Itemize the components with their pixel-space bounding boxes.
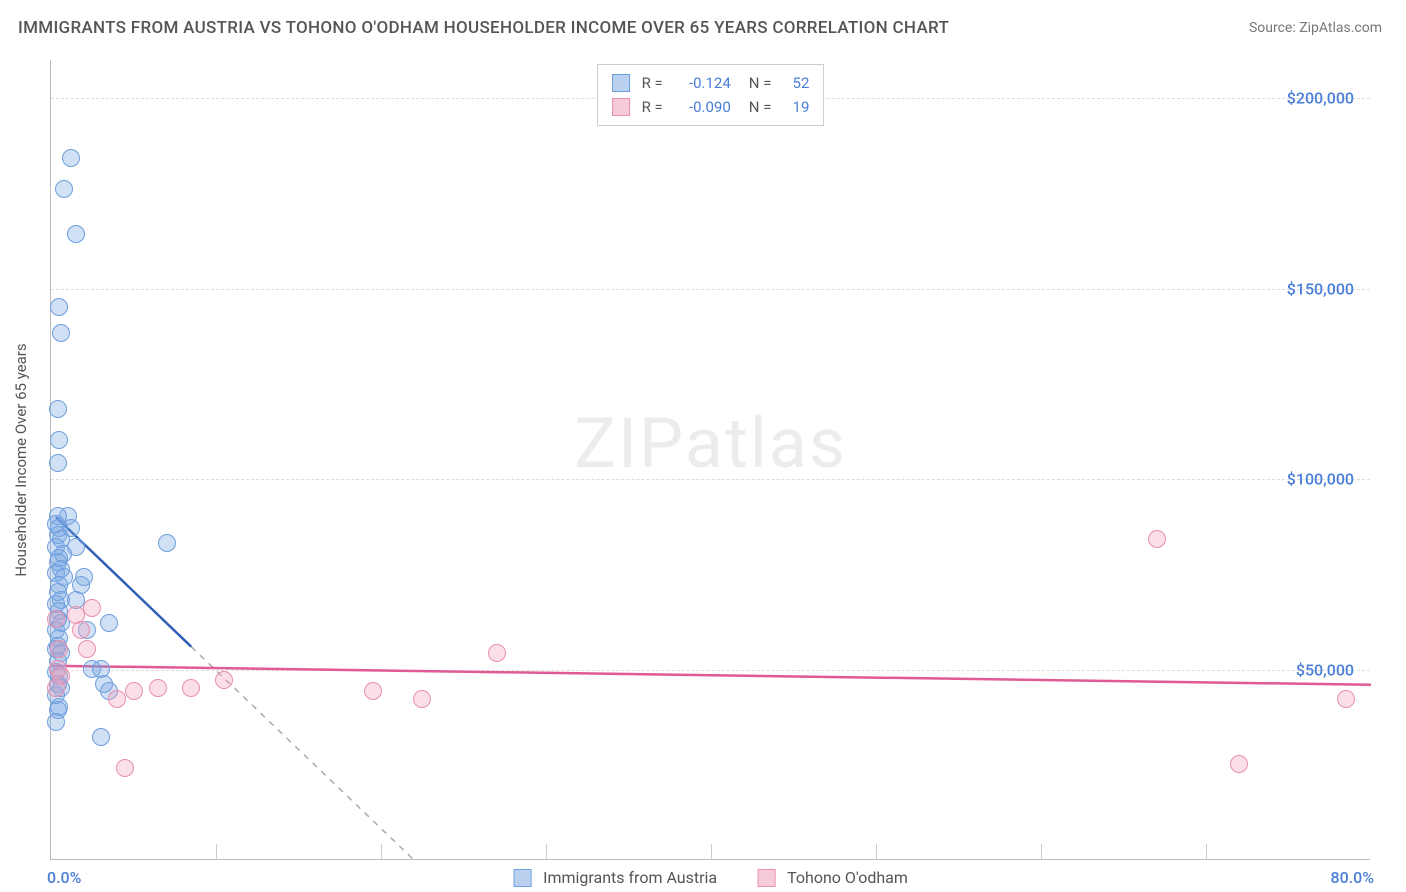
legend-item-series-1: Immigrants from Austria [513,868,717,887]
x-tick-mark [876,844,877,859]
data-point-series-2 [413,690,431,708]
stats-n-label: N = [749,71,772,95]
swatch-series-1 [612,74,630,92]
stats-r-value-1: -0.124 [671,71,731,95]
data-point-series-2 [215,671,233,689]
x-tick-mark [216,844,217,859]
stats-r-value-2: -0.090 [671,95,731,119]
legend-label-2: Tohono O'odham [787,868,908,887]
stats-n-label: N = [749,95,772,119]
data-point-series-1 [50,298,68,316]
data-point-series-2 [149,679,167,697]
data-point-series-2 [78,640,96,658]
data-point-series-2 [47,610,65,628]
legend-swatch-2 [757,869,775,887]
bottom-legend: Immigrants from Austria Tohono O'odham [513,868,908,887]
stats-r-label: R = [642,95,663,119]
data-point-series-1 [62,149,80,167]
data-point-series-2 [1337,690,1355,708]
x-tick-max: 80.0% [1330,868,1374,887]
data-point-series-2 [47,679,65,697]
data-point-series-1 [158,534,176,552]
grid-line-h [51,479,1370,480]
data-point-series-1 [50,431,68,449]
data-point-series-2 [1148,530,1166,548]
grid-line-h [51,670,1370,671]
data-point-series-1 [62,519,80,537]
data-point-series-2 [108,690,126,708]
source-link[interactable]: ZipAtlas.com [1299,20,1382,36]
grid-line-h [51,289,1370,290]
data-point-series-2 [364,682,382,700]
source-prefix: Source: [1249,20,1299,36]
data-point-series-2 [83,599,101,617]
chart-svg [51,60,1370,859]
stats-row-series-2: R = -0.090 N = 19 [612,95,810,119]
data-point-series-1 [100,614,118,632]
swatch-series-2 [612,98,630,116]
y-tick-label: $150,000 [1287,279,1354,298]
data-point-series-2 [182,679,200,697]
data-point-series-1 [49,454,67,472]
data-point-series-1 [47,713,65,731]
data-point-series-1 [67,225,85,243]
legend-item-series-2: Tohono O'odham [757,868,908,887]
data-point-series-2 [125,682,143,700]
x-tick-mark [1041,844,1042,859]
stats-row-series-1: R = -0.124 N = 52 [612,71,810,95]
y-tick-label: $50,000 [1296,660,1354,679]
data-point-series-1 [67,538,85,556]
data-point-series-1 [92,728,110,746]
x-tick-mark [546,844,547,859]
watermark: ZIPatlas [574,403,847,485]
data-point-series-2 [50,640,68,658]
data-point-series-2 [1230,755,1248,773]
stats-n-value-2: 19 [779,95,809,119]
stats-n-value-1: 52 [779,71,809,95]
plot-area: Householder Income Over 65 years ZIPatla… [50,60,1370,860]
source-attribution: Source: ZipAtlas.com [1249,20,1382,36]
chart-title: IMMIGRANTS FROM AUSTRIA VS TOHONO O'ODHA… [18,18,949,38]
x-tick-mark [711,844,712,859]
stats-r-label: R = [642,71,663,95]
x-tick-mark [1206,844,1207,859]
data-point-series-2 [116,759,134,777]
data-point-series-1 [49,400,67,418]
data-point-series-1 [52,324,70,342]
legend-label-1: Immigrants from Austria [543,868,717,887]
data-point-series-2 [72,621,90,639]
x-tick-min: 0.0% [47,868,81,887]
x-tick-mark [381,844,382,859]
y-tick-label: $100,000 [1287,470,1354,489]
y-axis-title: Householder Income Over 65 years [12,343,30,576]
data-point-series-2 [488,644,506,662]
data-point-series-1 [55,180,73,198]
legend-swatch-1 [513,869,531,887]
data-point-series-1 [75,568,93,586]
y-tick-label: $200,000 [1287,89,1354,108]
legend-stats-box: R = -0.124 N = 52 R = -0.090 N = 19 [597,64,825,126]
